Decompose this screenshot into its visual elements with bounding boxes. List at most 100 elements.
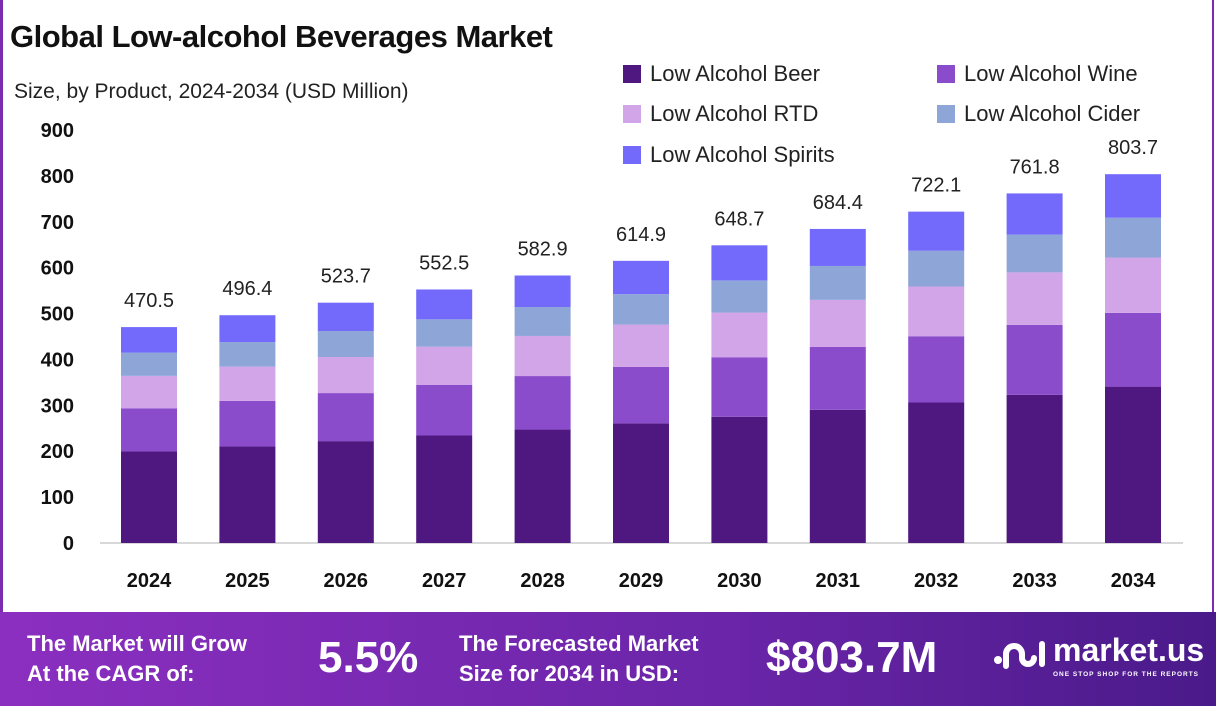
bar-total-label: 496.4 bbox=[222, 278, 272, 300]
chart-title: Global Low-alcohol Beverages Market bbox=[10, 19, 553, 54]
bar-segment-low-alcohol-wine bbox=[514, 376, 571, 430]
legend-swatch bbox=[937, 65, 955, 83]
bar-segment-low-alcohol-cider bbox=[317, 331, 374, 358]
bar-segment-low-alcohol-beer bbox=[809, 409, 866, 543]
bar-segment-low-alcohol-spirits bbox=[908, 211, 965, 251]
y-tick-label: 700 bbox=[41, 212, 74, 234]
bar-segment-low-alcohol-beer bbox=[416, 435, 473, 543]
y-tick-label: 300 bbox=[41, 395, 74, 417]
bar-segment-low-alcohol-wine bbox=[317, 393, 374, 442]
legend-label: Low Alcohol Spirits bbox=[650, 142, 835, 167]
bar-segment-low-alcohol-cider bbox=[416, 319, 473, 347]
bar-segment-low-alcohol-cider bbox=[1006, 234, 1063, 273]
y-tick-label: 500 bbox=[41, 304, 74, 326]
brand-name: market.us bbox=[1053, 632, 1205, 668]
bar-segment-low-alcohol-wine bbox=[613, 366, 669, 424]
x-tick-label: 2030 bbox=[717, 570, 762, 592]
legend-swatch bbox=[937, 105, 955, 123]
market-us-logo: market.us ONE STOP SHOP FOR THE REPORTS bbox=[993, 632, 1204, 679]
bar-segment-low-alcohol-cider bbox=[613, 294, 669, 325]
bar-segment-low-alcohol-cider bbox=[121, 352, 177, 376]
chart-subtitle: Size, by Product, 2024-2034 (USD Million… bbox=[14, 80, 409, 103]
y-tick-label: 100 bbox=[41, 487, 74, 509]
bar-segment-low-alcohol-beer bbox=[514, 429, 571, 543]
legend-label: Low Alcohol Cider bbox=[964, 101, 1141, 126]
bar-segment-low-alcohol-rtd bbox=[121, 375, 177, 409]
cagr-value: 5.5% bbox=[318, 633, 419, 682]
bar-segment-low-alcohol-rtd bbox=[613, 324, 669, 367]
bar-segment-low-alcohol-rtd bbox=[1105, 257, 1161, 313]
x-tick-label: 2029 bbox=[619, 570, 664, 592]
bar-segment-low-alcohol-spirits bbox=[416, 289, 473, 320]
bar-segment-low-alcohol-cider bbox=[809, 265, 866, 300]
bar-segment-low-alcohol-wine bbox=[711, 357, 768, 417]
bar-segment-low-alcohol-cider bbox=[908, 250, 965, 287]
bar-segment-low-alcohol-beer bbox=[613, 423, 669, 543]
bar-total-label: 582.9 bbox=[518, 239, 568, 261]
right-border bbox=[1212, 0, 1214, 612]
bar-segment-low-alcohol-beer bbox=[711, 416, 768, 543]
legend-item-wine: Low Alcohol Wine bbox=[937, 61, 1138, 87]
x-tick-label: 2024 bbox=[127, 570, 172, 592]
legend-item-cider: Low Alcohol Cider bbox=[937, 101, 1140, 127]
bar-segment-low-alcohol-beer bbox=[1105, 386, 1161, 543]
legend-label: Low Alcohol Wine bbox=[964, 61, 1138, 86]
logo-mark-icon bbox=[994, 640, 1045, 669]
bar-segment-low-alcohol-rtd bbox=[711, 312, 768, 358]
bar-segment-low-alcohol-beer bbox=[121, 451, 177, 543]
bar-total-label: 722.1 bbox=[911, 175, 961, 197]
bar-segment-low-alcohol-wine bbox=[219, 400, 276, 447]
legend-label: Low Alcohol Beer bbox=[650, 61, 820, 86]
bar-segment-low-alcohol-spirits bbox=[1105, 174, 1161, 218]
y-tick-label: 800 bbox=[41, 166, 74, 188]
legend-item-spirits: Low Alcohol Spirits bbox=[623, 142, 835, 168]
bar-segment-low-alcohol-wine bbox=[908, 336, 965, 403]
bar-segment-low-alcohol-spirits bbox=[219, 315, 276, 343]
legend-label: Low Alcohol RTD bbox=[650, 101, 819, 126]
bar-segment-low-alcohol-beer bbox=[1006, 394, 1063, 543]
bar-total-label: 614.9 bbox=[616, 224, 666, 246]
forecast-value: $803.7M bbox=[766, 633, 938, 682]
bar-segment-low-alcohol-beer bbox=[908, 402, 965, 543]
x-tick-label: 2025 bbox=[225, 570, 270, 592]
bar-total-label: 761.8 bbox=[1010, 156, 1060, 178]
bar-segment-low-alcohol-spirits bbox=[121, 327, 177, 353]
forecast-label-line2: Size for 2034 in USD: bbox=[459, 661, 680, 686]
y-tick-label: 0 bbox=[63, 533, 74, 555]
legend-swatch bbox=[623, 65, 641, 83]
bar-segment-low-alcohol-wine bbox=[1105, 312, 1161, 387]
bar-segment-low-alcohol-rtd bbox=[416, 346, 473, 385]
bar-segment-low-alcohol-rtd bbox=[1006, 272, 1063, 325]
bar-segment-low-alcohol-rtd bbox=[317, 357, 374, 394]
bar-segment-low-alcohol-spirits bbox=[711, 245, 768, 281]
x-tick-label: 2034 bbox=[1111, 570, 1156, 592]
bar-segment-low-alcohol-rtd bbox=[514, 335, 571, 377]
bar-total-label: 648.7 bbox=[714, 208, 764, 230]
bar-segment-low-alcohol-wine bbox=[809, 347, 866, 410]
brand-tagline: ONE STOP SHOP FOR THE REPORTS bbox=[1053, 671, 1200, 678]
x-tick-label: 2032 bbox=[914, 570, 959, 592]
y-tick-label: 200 bbox=[41, 441, 74, 463]
bar-total-label: 523.7 bbox=[321, 266, 371, 288]
bar-segment-low-alcohol-cider bbox=[711, 280, 768, 313]
bar-segment-low-alcohol-rtd bbox=[219, 366, 276, 401]
legend-item-beer: Low Alcohol Beer bbox=[623, 61, 820, 87]
bar-segment-low-alcohol-wine bbox=[416, 384, 473, 436]
legend-swatch bbox=[623, 146, 641, 164]
bar-segment-low-alcohol-cider bbox=[514, 307, 571, 336]
y-tick-label: 600 bbox=[41, 258, 74, 280]
y-tick-label: 400 bbox=[41, 349, 74, 371]
left-border bbox=[0, 0, 3, 612]
bar-segment-low-alcohol-rtd bbox=[908, 286, 965, 337]
x-tick-label: 2033 bbox=[1012, 570, 1057, 592]
bar-segment-low-alcohol-spirits bbox=[809, 228, 866, 266]
bar-segment-low-alcohol-beer bbox=[317, 441, 374, 543]
bar-segment-low-alcohol-wine bbox=[1006, 324, 1063, 395]
footer-banner: The Market will Grow At the CAGR of: 5.5… bbox=[0, 612, 1216, 706]
bar-total-label: 684.4 bbox=[813, 192, 863, 214]
y-tick-label: 900 bbox=[41, 120, 74, 142]
legend-swatch bbox=[623, 105, 641, 123]
bar-segment-low-alcohol-rtd bbox=[809, 299, 866, 348]
forecast-label-line1: The Forecasted Market bbox=[459, 631, 699, 656]
x-tick-label: 2031 bbox=[816, 570, 861, 592]
